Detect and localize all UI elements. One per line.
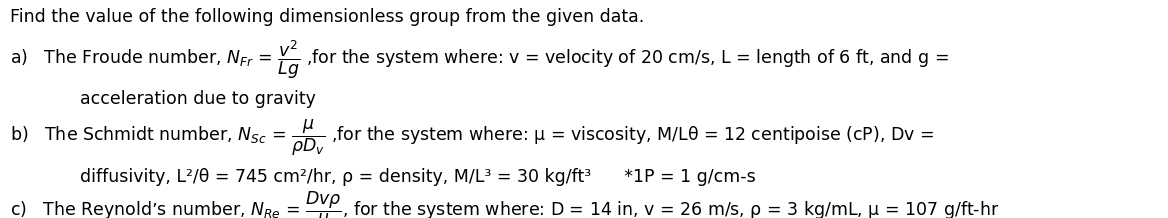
- Text: a)   The Froude number, $N_{Fr}$ = $\dfrac{v^2}{Lg}$ ,for the system where: v = : a) The Froude number, $N_{Fr}$ = $\dfrac…: [11, 38, 948, 80]
- Text: b)   The Schmidt number, $N_{Sc}$ = $\dfrac{\mu}{\rho D_v}$ ,for the system wher: b) The Schmidt number, $N_{Sc}$ = $\dfra…: [11, 118, 934, 158]
- Text: c)   The Reynold’s number, $N_{Re}$ = $\dfrac{Dv\rho}{\mu}$, for the system wher: c) The Reynold’s number, $N_{Re}$ = $\df…: [11, 190, 1000, 218]
- Text: Find the value of the following dimensionless group from the given data.: Find the value of the following dimensio…: [11, 8, 645, 26]
- Text: diffusivity, L²/θ = 745 cm²/hr, ρ = density, M/L³ = 30 kg/ft³      *1P = 1 g/cm-: diffusivity, L²/θ = 745 cm²/hr, ρ = dens…: [79, 168, 756, 186]
- Text: acceleration due to gravity: acceleration due to gravity: [79, 90, 315, 108]
